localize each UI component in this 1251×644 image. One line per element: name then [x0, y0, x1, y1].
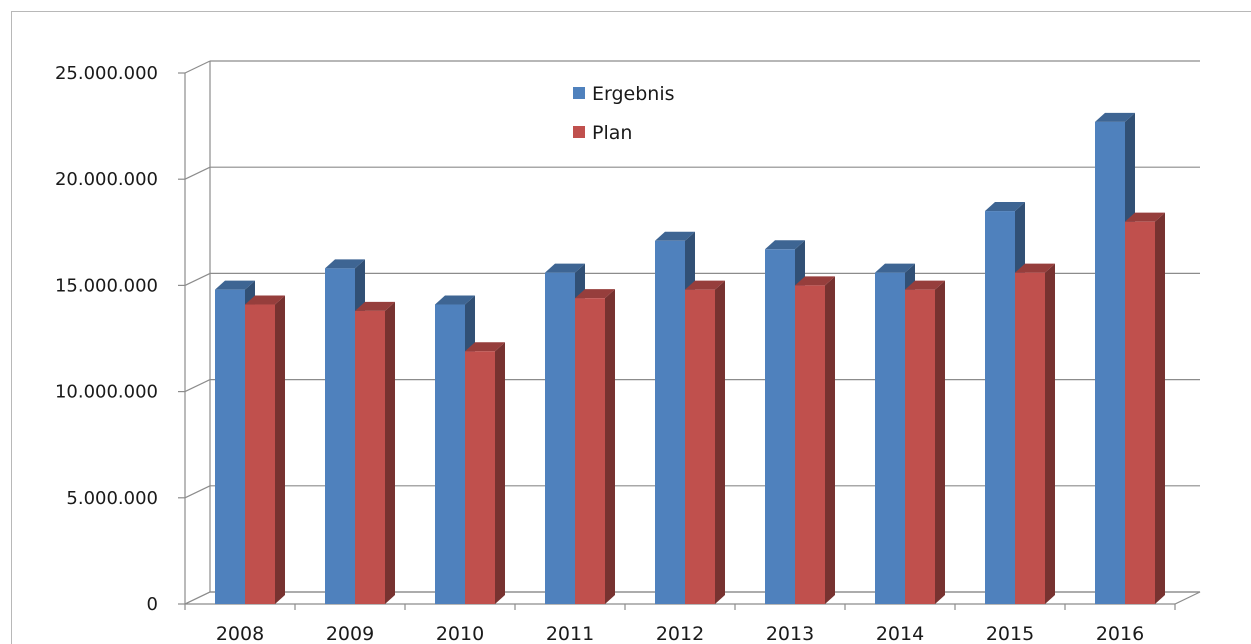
- bar-top: [875, 263, 915, 273]
- bar-front: [545, 272, 575, 604]
- bar-top: [465, 342, 505, 352]
- gridline-side: [184, 485, 211, 499]
- bar-side: [1045, 263, 1055, 604]
- y-tick-labels: 0 5.000.000 10.000.000 15.000.000 20.000.000…: [55, 63, 158, 615]
- bar-plan-2012: [685, 280, 725, 604]
- bar-top: [795, 276, 835, 286]
- gridline-side: [184, 166, 211, 180]
- bar-plan-2013: [795, 276, 835, 604]
- y-tick-label: 15.000.000: [55, 275, 158, 296]
- bar-side: [495, 342, 505, 604]
- bar-side: [275, 295, 285, 604]
- bar-plan-2011: [575, 289, 615, 604]
- bar-side: [1155, 212, 1165, 604]
- bar-top: [355, 301, 395, 311]
- bar-side: [935, 280, 945, 604]
- axes: [178, 61, 1176, 610]
- gridline-side: [184, 379, 211, 393]
- y-tick-label: 5.000.000: [66, 488, 158, 509]
- x-tick-label: 2011: [546, 623, 594, 644]
- bar-plan-2009: [355, 301, 395, 604]
- bar-front: [355, 310, 385, 604]
- x-tick-label: 2012: [656, 623, 704, 644]
- bar-top: [325, 259, 365, 269]
- bar-front: [245, 304, 275, 604]
- gridline-side: [184, 60, 211, 74]
- bar-top: [245, 295, 285, 305]
- legend-label: Ergebnis: [592, 83, 675, 105]
- bar-front: [435, 304, 465, 604]
- chart-border: [11, 11, 1251, 644]
- bar-plan-2010: [465, 342, 505, 604]
- bar-front: [985, 211, 1015, 604]
- bars: [215, 112, 1165, 605]
- gridline-side: [184, 272, 211, 286]
- bar-front: [1015, 272, 1045, 604]
- bar-top: [435, 295, 475, 305]
- bar-top: [545, 263, 585, 273]
- bar-top: [655, 231, 695, 241]
- legend-swatch: [573, 87, 585, 99]
- bar-front: [765, 249, 795, 605]
- y-tick-label: 25.000.000: [55, 63, 158, 84]
- bar-front: [575, 298, 605, 604]
- bar-side: [385, 301, 395, 604]
- bar-plan-2016: [1125, 212, 1165, 604]
- bar-top: [685, 280, 725, 290]
- bar-front: [875, 272, 905, 604]
- legend-label: Plan: [592, 122, 632, 144]
- x-tick-label: 2014: [876, 623, 924, 644]
- bar-plan-2008: [245, 295, 285, 604]
- bar-top: [215, 280, 255, 290]
- bar-top: [575, 289, 615, 299]
- bar-front: [1125, 221, 1155, 604]
- bar-side: [825, 276, 835, 604]
- bar-plan-2014: [905, 280, 945, 604]
- gridline-side: [184, 591, 211, 605]
- x-tick-labels: 2008 2009 2010 2011 2012 2013 2014 2015 2016: [216, 623, 1144, 644]
- x-tick-label: 2008: [216, 623, 264, 644]
- bar-side: [605, 289, 615, 604]
- bar-side: [715, 280, 725, 604]
- x-tick-label: 2013: [766, 623, 814, 644]
- bar-front: [215, 289, 245, 604]
- bar-front: [685, 289, 715, 604]
- y-tick-label: 0: [147, 594, 158, 615]
- bar-top: [765, 240, 805, 250]
- x-tick-label: 2009: [326, 623, 374, 644]
- bar-top: [1015, 263, 1055, 273]
- bar-top: [905, 280, 945, 290]
- x-tick-label: 2010: [436, 623, 484, 644]
- y-tick-label: 20.000.000: [55, 169, 158, 190]
- bar-plan-2015: [1015, 263, 1055, 604]
- y-tick-label: 10.000.000: [55, 382, 158, 403]
- bar-front: [465, 351, 495, 604]
- bar-front: [655, 240, 685, 604]
- bar-top: [985, 202, 1025, 212]
- legend-swatch: [573, 126, 585, 138]
- bar-front: [905, 289, 935, 604]
- x-tick-label: 2015: [986, 623, 1034, 644]
- bar-front: [795, 285, 825, 604]
- bar-top: [1095, 112, 1135, 122]
- bar-front: [325, 268, 355, 604]
- legend: Ergebnis Plan: [573, 83, 675, 144]
- bar-front: [1095, 121, 1125, 605]
- bar-top: [1125, 212, 1165, 222]
- x-tick-label: 2016: [1096, 623, 1144, 644]
